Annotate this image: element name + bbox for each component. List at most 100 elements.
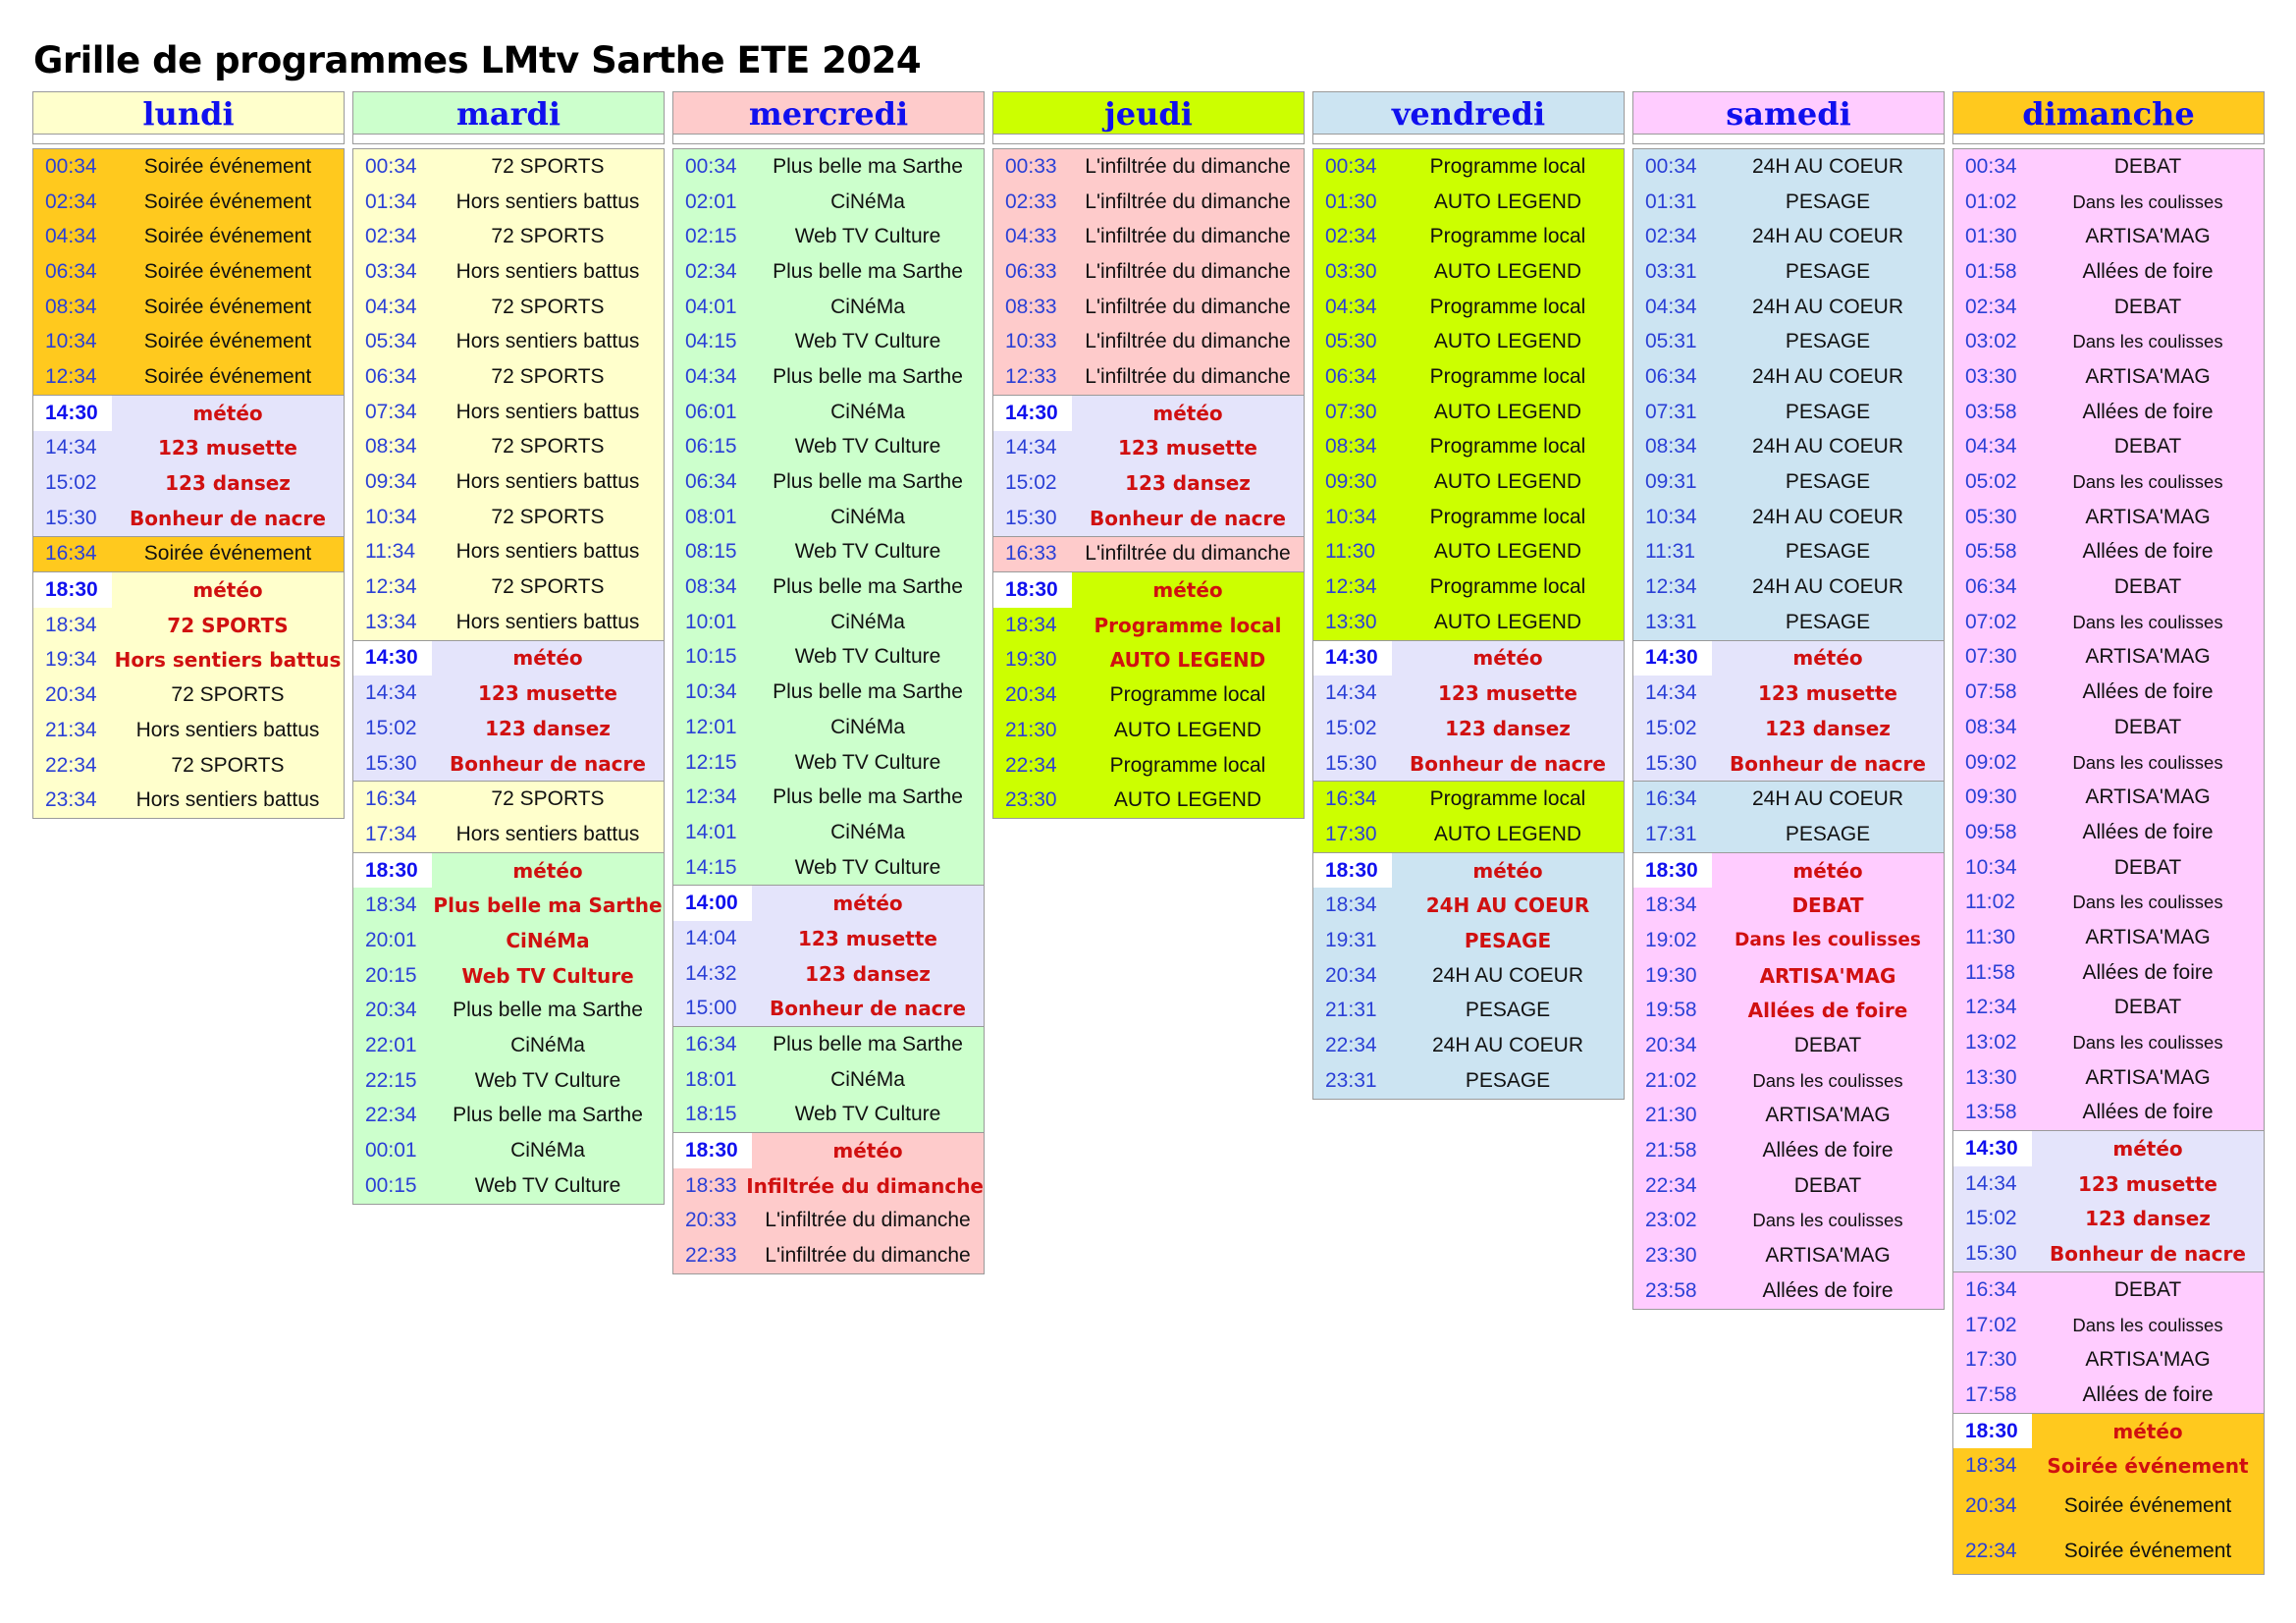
- schedule-row: 22:15 Web TV Culture: [353, 1062, 664, 1099]
- schedule-row: 23:30 ARTISA'MAG: [1633, 1238, 1944, 1273]
- program-title: ARTISA'MAG: [2085, 645, 2211, 669]
- schedule-row: 22:34 Programme local: [993, 747, 1304, 784]
- schedule-row: 18:34 Plus belle ma Sarthe: [353, 888, 664, 924]
- schedule-row: 00:34 DEBAT: [1953, 149, 2264, 185]
- program-title: Web TV Culture: [474, 1173, 621, 1197]
- program-title: Allées de foire: [2082, 1101, 2214, 1124]
- program-title: Web TV Culture: [794, 540, 941, 564]
- program-title: Hors sentiers battus: [455, 400, 640, 423]
- program-title: Programme local: [1429, 364, 1586, 388]
- day-column-mardi: mardi 00:34 72 SPORTS 01:34 Hors sentiers b…: [352, 91, 665, 1205]
- program-title: Dans les coulisses: [2072, 471, 2223, 493]
- program-title: météo: [2112, 1137, 2183, 1162]
- day-column-mercredi: mercredi 00:34 Plus belle ma Sarthe 02:01 C…: [672, 91, 985, 1274]
- program-title: Soirée événement: [143, 295, 312, 318]
- program-title: Allées de foire: [2082, 540, 2214, 564]
- time-slot: 06:34: [1325, 364, 1377, 388]
- time-slot: 07:30: [1965, 645, 2017, 669]
- schedule-row: 14:04 123 musette: [673, 921, 984, 956]
- program-title: 24H AU COEUR: [1425, 893, 1590, 918]
- schedule-row: 20:33 L'infiltrée du dimanche: [673, 1203, 984, 1239]
- time-slot: 23:34: [45, 788, 97, 812]
- time-slot: 07:30: [1325, 400, 1377, 423]
- schedule-row: 14:30 météo: [33, 394, 344, 431]
- schedule-row: 21:31 PESAGE: [1313, 993, 1624, 1029]
- program-title: Dans les coulisses: [2072, 1032, 2223, 1054]
- program-title: météo: [192, 578, 263, 603]
- program-title: DEBAT: [1793, 1034, 1862, 1057]
- header-spacer: [1952, 135, 2265, 144]
- program-title: 123 dansez: [165, 471, 291, 496]
- program-title: 123 dansez: [485, 716, 611, 740]
- schedule-row: 18:30 météo: [1633, 851, 1944, 889]
- schedule-row: 07:31 PESAGE: [1633, 394, 1944, 430]
- time-slot: 10:33: [1005, 330, 1057, 353]
- program-title: PESAGE: [1785, 610, 1871, 633]
- schedule-row: 02:33 L'infiltrée du dimanche: [993, 184, 1304, 220]
- program-title: ARTISA'MAG: [1765, 1244, 1891, 1268]
- time-slot: 14:04: [685, 926, 737, 949]
- time-slot: 14:01: [685, 820, 737, 843]
- time-slot: 22:34: [1965, 1540, 2017, 1563]
- time-slot: 06:34: [45, 259, 97, 283]
- time-slot: 10:01: [685, 610, 737, 633]
- time-slot: 21:31: [1325, 999, 1377, 1022]
- schedule-row: 04:15 Web TV Culture: [673, 324, 984, 360]
- program-title: Web TV Culture: [794, 225, 941, 248]
- schedule-row: 16:34 DEBAT: [1953, 1271, 2264, 1308]
- program-title: ARTISA'MAG: [2085, 1065, 2211, 1089]
- program-title: L'infiltrée du dimanche: [1085, 259, 1291, 283]
- schedule-row: 10:34 Soirée événement: [33, 324, 344, 360]
- schedule-list: 00:33 L'infiltrée du dimanche 02:33 L'infil…: [992, 148, 1305, 820]
- time-slot: 19:02: [1645, 928, 1697, 951]
- program-title: CiNéMa: [830, 820, 905, 843]
- schedule-row: 06:33 L'infiltrée du dimanche: [993, 254, 1304, 290]
- program-title: Soirée événement: [143, 330, 312, 353]
- time-slot: 04:15: [685, 330, 737, 353]
- program-title: Allées de foire: [1762, 1278, 1894, 1302]
- time-slot: 13:31: [1645, 610, 1697, 633]
- time-slot: 18:30: [33, 572, 112, 608]
- program-title: météo: [832, 1139, 903, 1163]
- time-slot: 00:34: [1325, 154, 1377, 178]
- program-title: AUTO LEGEND: [1433, 330, 1582, 353]
- schedule-row: 00:34 Soirée événement: [33, 149, 344, 185]
- schedule-row: 17:30 ARTISA'MAG: [1953, 1342, 2264, 1379]
- schedule-row: 19:58 Allées de foire: [1633, 993, 1944, 1029]
- time-slot: 12:34: [365, 575, 417, 599]
- program-title: PESAGE: [1785, 400, 1871, 423]
- time-slot: 00:15: [365, 1173, 417, 1197]
- time-slot: 20:34: [1325, 963, 1377, 987]
- time-slot: 18:01: [685, 1067, 737, 1091]
- program-title: L'infiltrée du dimanche: [1085, 154, 1291, 178]
- program-title: PESAGE: [1785, 259, 1871, 283]
- program-title: DEBAT: [1791, 893, 1864, 918]
- time-slot: 14:30: [1313, 640, 1392, 676]
- schedule-row: 20:34 24H AU COEUR: [1313, 957, 1624, 994]
- time-slot: 00:34: [1645, 154, 1697, 178]
- schedule-row: 07:30 AUTO LEGEND: [1313, 394, 1624, 430]
- schedule-row: 12:34 Soirée événement: [33, 359, 344, 395]
- program-title: PESAGE: [1465, 1068, 1551, 1092]
- schedule-row: 18:15 Web TV Culture: [673, 1097, 984, 1133]
- program-title: ARTISA'MAG: [2085, 1348, 2211, 1372]
- schedule-row: 06:34 24H AU COEUR: [1633, 359, 1944, 395]
- schedule-row: 05:58 Allées de foire: [1953, 534, 2264, 570]
- time-slot: 13:58: [1965, 1101, 2017, 1124]
- program-title: Soirée événement: [143, 154, 312, 178]
- time-slot: 16:34: [1645, 787, 1697, 811]
- program-title: Allées de foire: [2082, 820, 2214, 843]
- time-slot: 02:34: [45, 189, 97, 213]
- program-title: AUTO LEGEND: [1433, 822, 1582, 845]
- schedule-row: 18:30 météo: [33, 571, 344, 608]
- time-slot: 19:31: [1325, 928, 1377, 951]
- schedule-list: 00:34 72 SPORTS 01:34 Hors sentiers battus 0…: [352, 148, 665, 1205]
- schedule-row: 00:15 Web TV Culture: [353, 1167, 664, 1204]
- day-header: lundi: [32, 91, 345, 135]
- time-slot: 18:34: [365, 893, 417, 917]
- program-title: Web TV Culture: [794, 750, 941, 774]
- time-slot: 09:30: [1965, 785, 2017, 809]
- program-title: L'infiltrée du dimanche: [765, 1244, 971, 1268]
- program-title: AUTO LEGEND: [1433, 610, 1582, 633]
- schedule-row: 22:34 Plus belle ma Sarthe: [353, 1098, 664, 1134]
